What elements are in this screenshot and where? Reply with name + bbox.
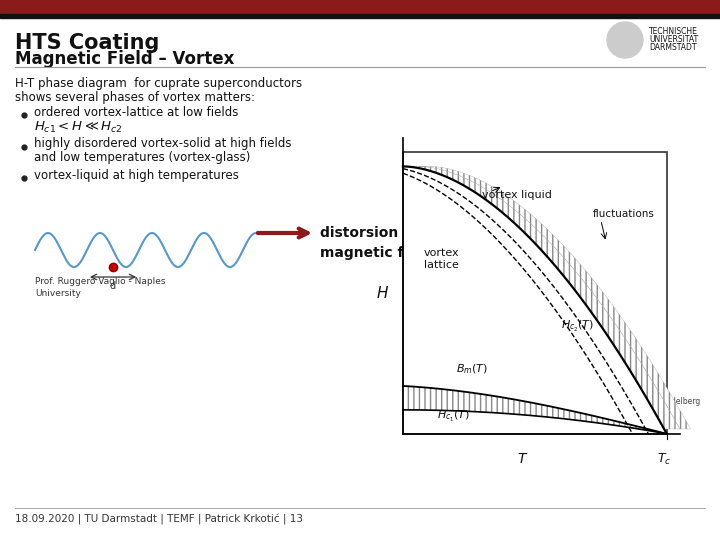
Text: vortex
lattice: vortex lattice — [424, 248, 459, 271]
Text: UNIVERSITAT: UNIVERSITAT — [649, 35, 698, 44]
Text: T: T — [518, 452, 526, 466]
Text: $B_m(T)$: $B_m(T)$ — [456, 362, 488, 376]
Text: $H_{c_1}(T)$: $H_{c_1}(T)$ — [437, 409, 470, 424]
Text: vortex-liquid at high temperatures: vortex-liquid at high temperatures — [34, 168, 239, 181]
Text: N.Plakida, High-Temperature Cuprate Superconductors, Springer Heidelberg: N.Plakida, High-Temperature Cuprate Supe… — [409, 397, 700, 406]
Text: DARMSTADT: DARMSTADT — [649, 43, 696, 51]
Text: $H_{c1} < H \ll H_{c2}$: $H_{c1} < H \ll H_{c2}$ — [34, 119, 122, 134]
Circle shape — [607, 22, 643, 58]
Text: shows several phases of vortex matters:: shows several phases of vortex matters: — [15, 91, 255, 104]
Text: Prof. Ruggero Vaglio - Naples
University: Prof. Ruggero Vaglio - Naples University — [35, 277, 166, 299]
Bar — [0, 0, 720, 14]
Bar — [0, 14, 720, 18]
Text: $T_c$: $T_c$ — [657, 452, 671, 467]
Text: ordered vortex-lattice at low fields: ordered vortex-lattice at low fields — [34, 105, 238, 118]
Text: and low temperatures (vortex-glass): and low temperatures (vortex-glass) — [34, 152, 251, 165]
Text: TECHNISCHE: TECHNISCHE — [649, 26, 698, 36]
Text: H: H — [376, 286, 387, 301]
Text: distorsion of
magnetic field: distorsion of magnetic field — [320, 226, 432, 260]
Text: fluctuations: fluctuations — [593, 208, 654, 219]
Text: Magnetic Field – Vortex: Magnetic Field – Vortex — [15, 50, 235, 68]
Text: $H_{c_2}(T)$: $H_{c_2}(T)$ — [561, 319, 595, 334]
Text: highly disordered vortex-solid at high fields: highly disordered vortex-solid at high f… — [34, 138, 292, 151]
Text: HTS Coating: HTS Coating — [15, 33, 159, 53]
Text: d: d — [110, 281, 116, 291]
Text: H-T phase diagram  for cuprate superconductors: H-T phase diagram for cuprate supercondu… — [15, 77, 302, 90]
Text: 18.09.2020 | TU Darmstadt | TEMF | Patrick Krkotić | 13: 18.09.2020 | TU Darmstadt | TEMF | Patri… — [15, 514, 303, 525]
Text: vortex liquid: vortex liquid — [482, 190, 552, 200]
Bar — [403, 152, 667, 434]
